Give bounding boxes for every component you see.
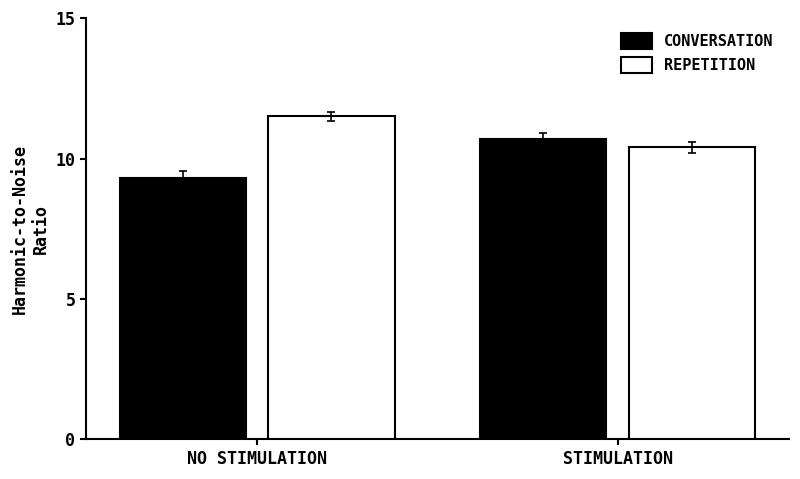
Y-axis label: Harmonic-to-Noise
Ratio: Harmonic-to-Noise Ratio [11, 144, 50, 314]
Bar [629, 148, 755, 439]
Legend: CONVERSATION, REPETITION: CONVERSATION, REPETITION [614, 26, 782, 80]
Bar [120, 178, 246, 439]
Bar [480, 139, 606, 439]
Bar [268, 116, 394, 439]
